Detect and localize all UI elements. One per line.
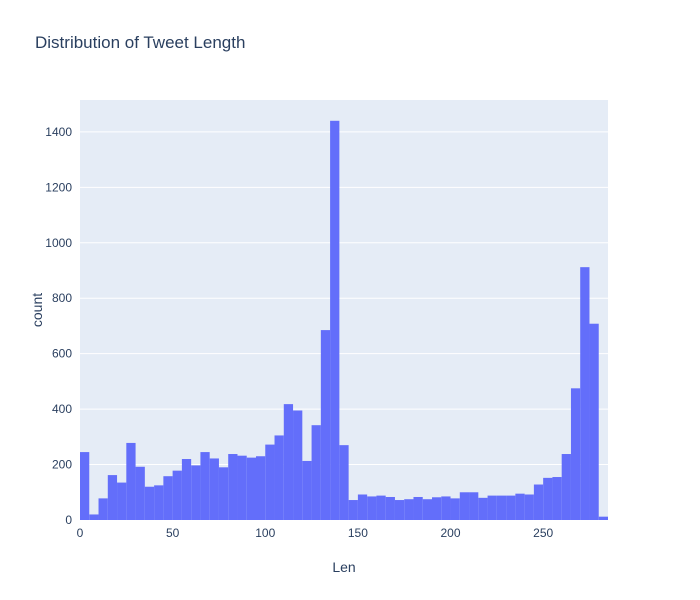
histogram-bar <box>191 465 201 520</box>
histogram-bar <box>98 498 108 520</box>
histogram-bar <box>126 442 136 520</box>
y-tick-label: 1400 <box>45 125 72 139</box>
y-tick-label: 0 <box>65 513 72 527</box>
histogram-bar <box>404 499 414 520</box>
histogram-bar <box>487 495 497 520</box>
histogram-bar <box>394 500 405 520</box>
histogram-bar <box>302 460 312 520</box>
chart-title: Distribution of Tweet Length <box>35 33 246 52</box>
histogram-bar <box>589 323 599 520</box>
histogram-bar <box>515 493 525 520</box>
y-tick-label: 600 <box>52 347 72 361</box>
histogram-bar <box>320 330 331 520</box>
x-tick-labels: 0 50 100 150 200 250 <box>77 526 554 540</box>
x-tick-label: 250 <box>533 526 553 540</box>
histogram-bar <box>598 516 608 520</box>
y-tick-label: 1200 <box>45 180 72 194</box>
histogram-bar <box>348 500 358 520</box>
histogram-bar <box>450 498 460 520</box>
x-tick-label: 0 <box>77 526 84 540</box>
histogram-bar <box>311 425 321 520</box>
histogram-bar <box>432 497 442 520</box>
y-tick-label: 1000 <box>45 236 72 250</box>
histogram-bar <box>376 495 386 520</box>
x-axis-title: Len <box>332 559 355 575</box>
histogram-bar <box>246 457 256 520</box>
histogram-bar <box>144 486 155 520</box>
histogram-bar <box>357 494 368 520</box>
histogram-bar <box>441 496 451 520</box>
histogram-bar <box>330 120 340 520</box>
histogram-bar <box>117 482 127 520</box>
histogram-bar <box>367 496 377 520</box>
y-tick-labels: 0 200 400 600 800 1000 1200 1400 <box>45 125 72 527</box>
histogram-bar <box>80 452 90 520</box>
histogram-bar <box>293 410 303 520</box>
histogram-bar <box>459 492 470 520</box>
histogram-bar <box>496 495 507 520</box>
x-tick-label: 50 <box>166 526 180 540</box>
y-tick-label: 400 <box>52 402 72 416</box>
histogram-bar <box>413 496 423 520</box>
x-tick-label: 150 <box>348 526 368 540</box>
histogram-bar <box>265 444 275 520</box>
x-tick-label: 200 <box>441 526 461 540</box>
histogram-bar <box>580 267 590 520</box>
histogram-bar <box>172 470 182 520</box>
histogram-bar <box>218 467 229 520</box>
histogram-bar <box>154 485 164 520</box>
histogram-bar <box>339 445 349 520</box>
bars <box>80 120 608 520</box>
histogram-bar <box>283 404 294 520</box>
histogram-bar <box>385 496 395 520</box>
histogram-bar <box>228 454 238 520</box>
histogram-bar <box>135 466 145 520</box>
histogram-bar <box>469 492 479 520</box>
y-axis-title: count <box>29 293 45 327</box>
histogram-bar <box>274 435 284 520</box>
histogram-bar <box>543 477 553 520</box>
histogram-bar <box>89 514 99 520</box>
histogram-bar <box>478 497 488 520</box>
histogram-bar <box>561 454 571 520</box>
y-tick-label: 800 <box>52 291 72 305</box>
histogram-bar <box>506 495 516 520</box>
histogram-bar <box>533 484 544 520</box>
histogram-bar <box>524 494 534 520</box>
histogram-bar <box>181 459 192 520</box>
histogram-bar <box>552 477 562 520</box>
x-tick-label: 100 <box>255 526 275 540</box>
histogram-bar <box>209 458 219 520</box>
histogram-bar <box>163 476 173 520</box>
histogram-bar <box>237 455 247 520</box>
y-tick-label: 200 <box>52 458 72 472</box>
histogram-bar <box>422 499 432 520</box>
histogram-bar <box>200 452 210 520</box>
histogram-bar <box>107 475 118 520</box>
histogram-bar <box>570 388 581 520</box>
histogram-bar <box>256 456 266 520</box>
